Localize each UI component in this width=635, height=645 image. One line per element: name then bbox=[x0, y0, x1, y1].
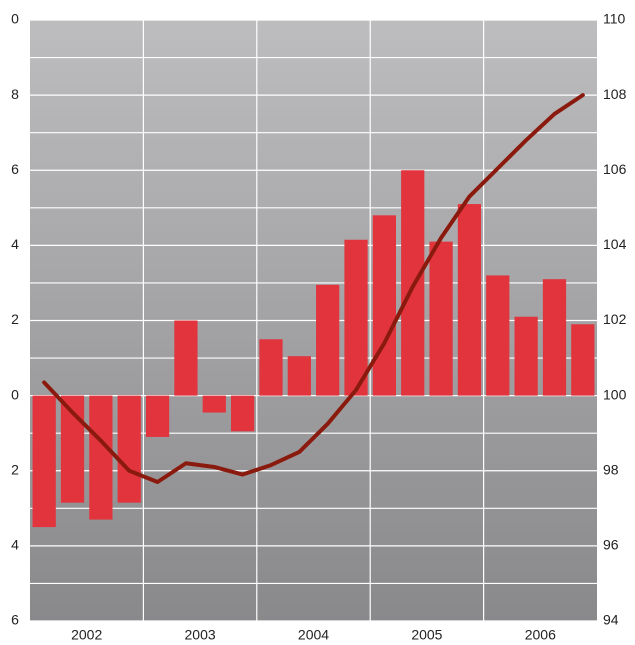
bar bbox=[174, 320, 198, 396]
y-tick-label: 8 bbox=[11, 86, 19, 102]
bar bbox=[344, 239, 368, 396]
y2-tick-label: 110 bbox=[603, 11, 626, 27]
bar bbox=[372, 215, 396, 396]
x-tick-label: 2005 bbox=[411, 627, 442, 643]
bar bbox=[514, 316, 538, 396]
bar bbox=[571, 324, 595, 396]
y2-tick-label: 96 bbox=[603, 537, 619, 553]
y-tick-label: 0 bbox=[11, 11, 19, 27]
y-tick-label: 4 bbox=[11, 236, 19, 252]
bar bbox=[32, 395, 56, 528]
bar bbox=[287, 356, 311, 396]
bar bbox=[231, 395, 255, 432]
y2-tick-label: 106 bbox=[603, 161, 627, 177]
bar bbox=[89, 395, 113, 520]
y2-tick-label: 108 bbox=[603, 86, 627, 102]
x-tick-label: 2006 bbox=[525, 627, 556, 643]
bar bbox=[202, 395, 226, 413]
bar bbox=[542, 279, 567, 396]
bar bbox=[60, 395, 85, 503]
y2-tick-label: 102 bbox=[603, 311, 627, 327]
x-tick-label: 2004 bbox=[298, 627, 329, 643]
x-tick-label: 2002 bbox=[71, 627, 102, 643]
y-tick-label: 2 bbox=[11, 461, 19, 477]
bar bbox=[457, 204, 482, 396]
y-tick-label: 6 bbox=[11, 612, 19, 628]
x-tick-label: 2003 bbox=[185, 627, 216, 643]
y-tick-label: 6 bbox=[11, 161, 19, 177]
y-tick-label: 0 bbox=[11, 386, 19, 402]
y-tick-label: 4 bbox=[11, 537, 19, 553]
bar bbox=[429, 241, 453, 396]
bar bbox=[259, 339, 283, 396]
bar bbox=[117, 395, 141, 503]
y2-tick-label: 94 bbox=[603, 612, 619, 628]
bar bbox=[145, 395, 170, 437]
bar bbox=[316, 284, 340, 396]
bar bbox=[486, 275, 510, 396]
y2-tick-label: 104 bbox=[603, 236, 627, 252]
y-tick-label: 2 bbox=[11, 311, 19, 327]
y2-tick-label: 98 bbox=[603, 461, 619, 477]
y2-tick-label: 100 bbox=[603, 386, 627, 402]
line bbox=[42, 93, 585, 485]
